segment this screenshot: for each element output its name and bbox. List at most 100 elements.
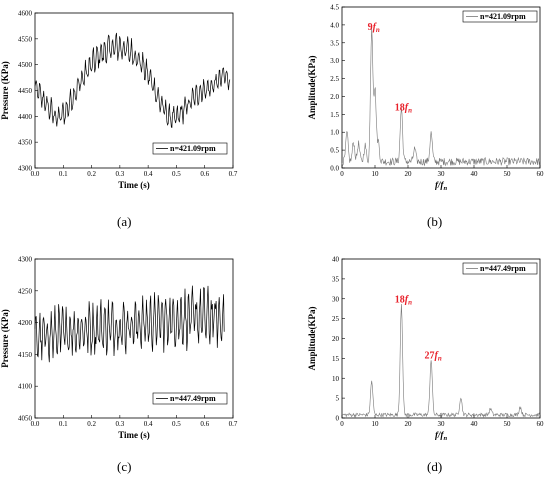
x-tick-label: 50 [504, 170, 512, 178]
x-tick-label: 50 [504, 420, 512, 428]
legend-label: n=447.49rpm [480, 264, 526, 273]
panel-label-c: (c) [117, 459, 132, 474]
x-tick-label: 0.1 [59, 170, 68, 178]
y-tick-label: 4250 [18, 287, 33, 295]
x-tick-label: 40 [471, 420, 479, 428]
panel-label-b: (b) [427, 214, 443, 229]
y-tick-label: 4350 [18, 139, 33, 147]
x-tick-label: 10 [372, 170, 380, 178]
y-tick-label: 4400 [18, 113, 33, 121]
y-tick-label: 4450 [18, 87, 33, 95]
y-tick-label: 35 [332, 275, 340, 283]
peak-annotation: 27fn [424, 350, 441, 362]
legend-label: n=421.09rpm [480, 12, 526, 21]
legend-label: n=447.49rpm [170, 394, 216, 403]
y-tick-label: 0.0 [330, 165, 339, 173]
y-tick-label: 30 [332, 295, 340, 303]
legend-box [462, 10, 538, 23]
y-tick-label: 4300 [18, 256, 33, 264]
x-tick-label: 10 [372, 420, 380, 428]
x-tick-label: 30 [438, 420, 446, 428]
y-tick-label: 3.5 [330, 39, 339, 47]
x-tick-label: 0.1 [59, 420, 68, 428]
chart-panel-0: 0.0 0.1 0.2 0.3 0.4 0.5 0.6 0.7 4300 4350 4400 4450… [0, 10, 238, 191]
legend: n=447.49rpm [152, 392, 228, 405]
x-tick-label: 0.5 [172, 170, 181, 178]
x-tick-label: 0.3 [115, 420, 124, 428]
legend-box [152, 142, 228, 155]
x-tick-label: 0 [340, 420, 344, 428]
x-axis-label: f/fn [435, 430, 448, 442]
y-tick-label: 4550 [18, 35, 33, 43]
y-tick-label: 2.0 [330, 93, 339, 101]
y-tick-label: 5 [336, 395, 340, 403]
x-tick-label: 0.0 [31, 170, 40, 178]
legend: n=421.09rpm [462, 10, 538, 23]
y-tick-label: 3.0 [330, 57, 339, 65]
x-tick-label: 20 [405, 420, 413, 428]
y-tick-label: 0 [336, 415, 340, 423]
x-tick-label: 0.0 [31, 420, 40, 428]
y-axis-label: Pressure (KPa) [0, 61, 10, 119]
y-axis-label: Amplitude(KPa) [307, 306, 317, 370]
data-series-line [34, 285, 225, 363]
x-tick-label: 0.7 [229, 170, 238, 178]
chart-panel-1: 0 10 20 30 40 50 60 0.0 0.5 1.0 1.5 2.0 2.5 3.0 3.5 4.0… [307, 4, 544, 193]
x-tick-label: 0.3 [115, 170, 124, 178]
x-tick-label: 0.4 [144, 420, 153, 428]
y-axis-label: Amplitude(KPa) [307, 55, 317, 119]
chart-panel-3: 0 10 20 30 40 50 60 0 5 10 15 20 25 30 35 40 f/fn Amplitu… [307, 256, 544, 443]
y-tick-label: 10 [332, 375, 340, 383]
peak-annotation: 18fn [395, 102, 412, 114]
plot-frame [341, 258, 541, 419]
y-axis-label: Pressure (KPa) [0, 309, 10, 367]
x-tick-label: 0.7 [229, 420, 238, 428]
panel-label-a: (a) [117, 214, 132, 229]
x-tick-label: 0.6 [200, 420, 209, 428]
y-tick-label: 4300 [18, 165, 33, 173]
y-tick-label: 4.0 [330, 21, 339, 29]
data-series-line [341, 27, 541, 167]
legend: n=421.09rpm [152, 142, 228, 155]
legend-label: n=421.09rpm [170, 144, 216, 153]
data-series-line [34, 32, 231, 129]
panel-label-d: (d) [427, 459, 443, 474]
x-tick-label: 0.6 [200, 170, 209, 178]
x-tick-label: 0.5 [172, 420, 181, 428]
x-axis-label: Time (s) [118, 430, 150, 440]
y-tick-label: 4200 [18, 319, 33, 327]
y-tick-label: 2.5 [330, 75, 339, 83]
y-tick-label: 20 [332, 335, 340, 343]
x-tick-label: 0.4 [144, 170, 153, 178]
y-tick-label: 4100 [18, 383, 33, 391]
plot-frame [34, 258, 234, 419]
y-tick-label: 15 [332, 355, 340, 363]
x-tick-label: 0 [340, 170, 344, 178]
y-tick-label: 4500 [18, 61, 33, 69]
data-series-line [341, 303, 541, 418]
x-tick-label: 30 [438, 170, 446, 178]
y-tick-label: 4600 [18, 10, 33, 18]
y-tick-label: 0.5 [330, 147, 339, 155]
y-tick-label: 4.5 [330, 4, 339, 12]
y-tick-label: 4050 [18, 415, 33, 423]
y-tick-label: 40 [332, 256, 340, 264]
legend: n=447.49rpm [462, 262, 538, 275]
legend-box [462, 262, 538, 275]
peak-annotation: 18fn [395, 295, 412, 307]
y-tick-label: 25 [332, 315, 340, 323]
peak-annotation: 9fn [368, 22, 380, 34]
chart-panel-2: 0.0 0.1 0.2 0.3 0.4 0.5 0.6 0.7 4050 4100 4150 4200… [0, 256, 238, 441]
x-tick-label: 0.2 [87, 420, 96, 428]
x-tick-label: 60 [537, 170, 545, 178]
x-tick-label: 60 [537, 420, 545, 428]
x-tick-label: 0.2 [87, 170, 96, 178]
y-tick-label: 4150 [18, 351, 33, 359]
x-tick-label: 20 [405, 170, 413, 178]
y-tick-label: 1.5 [330, 111, 339, 119]
y-tick-label: 1.0 [330, 129, 339, 137]
x-axis-label: Time (s) [118, 180, 150, 190]
x-tick-label: 40 [471, 170, 479, 178]
